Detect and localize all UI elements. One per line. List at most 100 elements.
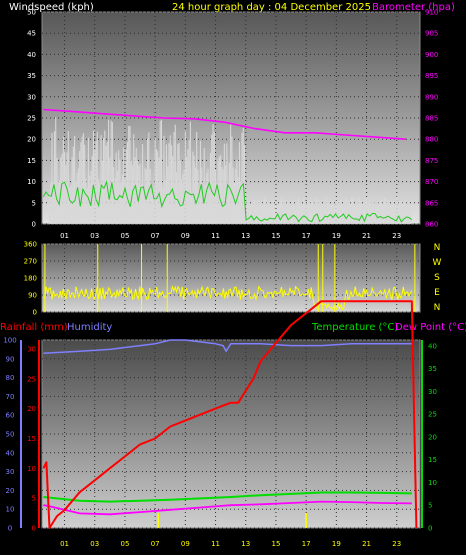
compass-label: N [434, 243, 441, 253]
barometer-y-tick: 865 [425, 199, 438, 207]
rain-y-tick: 30 [27, 345, 36, 353]
barometer-axis-title: Barometer (hpa) [372, 2, 455, 13]
humidity-y-tick: 20 [6, 487, 15, 495]
barometer-y-tick: 870 [425, 178, 438, 186]
compass-label: W [433, 258, 442, 268]
humidity-y-tick: 90 [6, 355, 15, 363]
temperature-y-tick: 40 [428, 342, 437, 350]
barometer-y-tick: 910 [425, 9, 438, 17]
wind-x-tick: 13 [241, 232, 250, 240]
wind-x-tick: 19 [332, 232, 341, 240]
barometer-y-tick: 875 [425, 157, 438, 165]
wind-x-tick: 01 [60, 232, 69, 240]
dewpoint-line [43, 500, 412, 516]
barometer-y-tick: 900 [425, 51, 438, 59]
wind-average-line [42, 180, 413, 223]
climate-x-tick: 09 [181, 540, 190, 548]
wind-y-tick: 15 [27, 157, 36, 165]
humidity-y-tick: 10 [6, 506, 15, 514]
wind-y-tick: 30 [27, 93, 36, 101]
climate-x-tick: 23 [392, 540, 401, 548]
rainfall-line [42, 300, 418, 529]
wind-y-tick: 20 [27, 136, 36, 144]
direction-y-tick: 270 [24, 258, 37, 266]
rain-axis-title: Rainfall (mm) [0, 322, 68, 333]
temperature-y-tick: 20 [428, 433, 437, 441]
humidity-axis-title: Humidity [67, 322, 112, 333]
wind-x-tick: 15 [271, 232, 280, 240]
humidity-y-tick: 0 [8, 525, 12, 533]
climate-x-tick: 01 [60, 540, 69, 548]
compass-label: S [434, 273, 440, 283]
rain-y-tick: 20 [27, 405, 36, 413]
wind-x-tick: 21 [362, 232, 371, 240]
temperature-y-tick: 15 [428, 456, 437, 464]
direction-y-tick: 360 [24, 241, 37, 249]
wind-y-tick: 25 [27, 115, 36, 123]
compass-label: E [434, 288, 440, 298]
temperature-y-tick: 5 [428, 502, 432, 510]
wind-y-tick: 0 [32, 221, 36, 229]
barometer-y-tick: 905 [425, 30, 438, 38]
rain-y-tick: 5 [32, 495, 36, 503]
wind-y-tick: 50 [27, 9, 36, 17]
rain-y-tick: 25 [27, 375, 36, 383]
rain-y-tick: 15 [27, 435, 36, 443]
humidity-y-tick: 70 [6, 393, 15, 401]
climate-x-tick: 03 [90, 540, 99, 548]
humidity-line [43, 339, 412, 354]
wind-y-tick: 5 [32, 199, 36, 207]
humidity-y-tick: 80 [6, 374, 15, 382]
page-title: 24 hour graph day : 04 December 2025 [172, 2, 371, 13]
direction-y-tick: 90 [28, 292, 37, 300]
climate-x-tick: 15 [271, 540, 280, 548]
barometer-y-tick: 860 [425, 221, 438, 229]
wind-axis-title: Windspeed (kph) [9, 2, 94, 13]
wind-x-tick: 09 [181, 232, 190, 240]
climate-x-tick: 19 [332, 540, 341, 548]
climate-x-tick: 07 [151, 540, 160, 548]
climate-x-tick: 05 [120, 540, 129, 548]
direction-y-tick: 0 [33, 309, 37, 317]
wind-direction-line [43, 285, 413, 311]
temperature-y-tick: 25 [428, 411, 437, 419]
temperature-y-tick: 35 [428, 365, 437, 373]
humidity-y-tick: 50 [6, 431, 15, 439]
temperature-y-tick: 0 [428, 525, 432, 533]
wind-y-tick: 10 [27, 178, 36, 186]
rain-y-tick: 10 [27, 465, 36, 473]
axis-layer: 0510152025303540455086086587087588088589… [3, 9, 441, 549]
barometer-y-tick: 880 [425, 136, 438, 144]
temperature-line [43, 491, 412, 503]
dewpoint-axis-title: Dew Point (°C) [395, 322, 466, 333]
wind-x-tick: 11 [211, 232, 220, 240]
direction-y-tick: 180 [24, 275, 37, 283]
climate-x-tick: 13 [241, 540, 250, 548]
barometer-y-tick: 885 [425, 115, 438, 123]
temperature-y-tick: 30 [428, 388, 437, 396]
barometer-y-tick: 895 [425, 72, 438, 80]
humidity-y-tick: 100 [3, 337, 16, 345]
humidity-y-tick: 60 [6, 412, 15, 420]
wind-x-tick: 03 [90, 232, 99, 240]
wind-x-tick: 07 [151, 232, 160, 240]
climate-panel [41, 339, 421, 529]
rain-y-tick: 0 [32, 525, 36, 533]
wind-x-tick: 23 [392, 232, 401, 240]
humidity-y-tick: 30 [6, 468, 15, 476]
wind-x-tick: 17 [302, 232, 311, 240]
temperature-y-tick: 10 [428, 479, 437, 487]
humidity-y-tick: 40 [6, 449, 15, 457]
data-layer [42, 108, 418, 529]
climate-x-tick: 11 [211, 540, 220, 548]
wind-x-tick: 05 [120, 232, 129, 240]
barometer-line [43, 108, 406, 140]
temperature-axis-title: Temperature (°C) [311, 322, 398, 333]
climate-x-tick: 21 [362, 540, 371, 548]
wind-y-tick: 40 [27, 51, 36, 59]
compass-label: N [434, 303, 441, 313]
wind-y-tick: 35 [27, 72, 36, 80]
barometer-y-tick: 890 [425, 93, 438, 101]
wind-y-tick: 45 [27, 30, 36, 38]
